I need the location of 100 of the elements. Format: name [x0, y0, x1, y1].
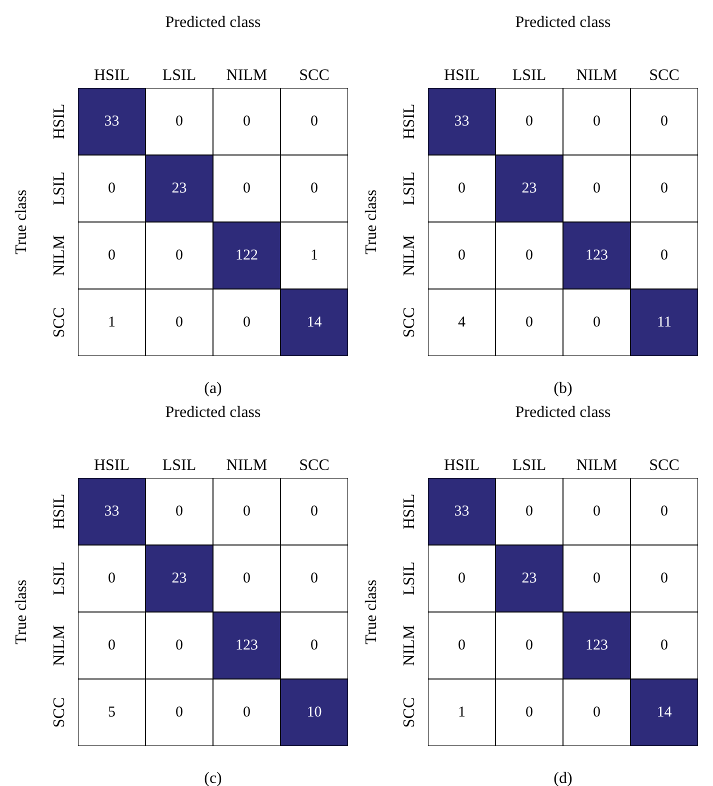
x-tick-label: LSIL [512, 457, 546, 474]
data-label: 0 [458, 180, 466, 196]
y-tick-label: NILM [401, 235, 418, 276]
y-axis-title: True class [12, 578, 31, 646]
y-tick-label: SCC [51, 307, 68, 338]
data-label: 0 [526, 504, 533, 520]
x-tick-label: LSIL [162, 457, 196, 474]
data-label: 0 [243, 504, 250, 520]
data-label: 10 [306, 704, 322, 720]
data-label: 4 [458, 314, 466, 330]
data-label: 23 [172, 180, 187, 196]
x-tick-label: NILM [576, 457, 618, 474]
x-tick-label: HSIL [94, 67, 130, 84]
data-label: 0 [176, 314, 183, 330]
data-label: 0 [660, 638, 668, 654]
x-tick-label: SCC [299, 457, 330, 474]
data-label: 0 [593, 114, 600, 130]
data-label: 11 [657, 314, 672, 330]
y-tick-label: LSIL [51, 172, 68, 206]
x-axis-title: Predicted class [164, 404, 262, 422]
y-tick-label: SCC [401, 307, 418, 338]
data-label: 0 [593, 570, 600, 586]
x-tick-label: SCC [649, 457, 680, 474]
data-label: 0 [660, 504, 668, 520]
data-label: 0 [526, 638, 533, 654]
data-label: 0 [458, 248, 466, 264]
y-axis-title: True class [362, 578, 381, 646]
data-label: 0 [243, 180, 250, 196]
data-label: 0 [526, 248, 533, 264]
y-axis-title: True class [12, 188, 31, 256]
data-label: 0 [310, 638, 318, 654]
y-axis-title: True class [362, 188, 381, 256]
data-label: 1 [310, 248, 318, 264]
data-label: 5 [108, 704, 116, 720]
x-tick-label: LSIL [512, 67, 546, 84]
data-label: 0 [593, 504, 600, 520]
data-label: 0 [108, 180, 116, 196]
data-label: 0 [243, 314, 250, 330]
y-tick-label: HSIL [401, 494, 418, 530]
y-tick-label: LSIL [401, 172, 418, 206]
data-label: 0 [660, 180, 668, 196]
data-label: 0 [176, 504, 183, 520]
data-label: 1 [458, 704, 466, 720]
data-label: 0 [108, 248, 116, 264]
data-label: 0 [310, 504, 318, 520]
x-tick-label: LSIL [162, 67, 196, 84]
data-label: 33 [104, 504, 120, 520]
y-tick-label: SCC [401, 697, 418, 728]
data-label: 23 [522, 570, 537, 586]
data-label: 0 [660, 248, 668, 264]
data-label: 0 [176, 248, 183, 264]
data-label: 0 [176, 638, 183, 654]
x-axis-title: Predicted class [514, 14, 612, 32]
text: (b) [552, 380, 574, 398]
data-label: 0 [526, 114, 533, 130]
data-label: 0 [310, 570, 318, 586]
data-label: 23 [172, 570, 187, 586]
data-label: 33 [454, 504, 470, 520]
data-label: 0 [458, 570, 466, 586]
data-label: 0 [660, 114, 668, 130]
y-tick-label: NILM [401, 625, 418, 666]
x-tick-label: HSIL [444, 67, 480, 84]
data-label: 0 [243, 570, 250, 586]
y-tick-label: SCC [51, 697, 68, 728]
data-label: 0 [593, 180, 600, 196]
data-label: 23 [522, 180, 537, 196]
data-label: 0 [176, 114, 183, 130]
data-label: 0 [310, 180, 318, 196]
data-label: 0 [526, 314, 533, 330]
data-label: 0 [660, 570, 668, 586]
data-label: 33 [104, 114, 120, 130]
y-tick-label: LSIL [401, 562, 418, 596]
y-tick-label: NILM [51, 625, 68, 666]
data-label: 14 [656, 704, 672, 720]
x-tick-label: NILM [576, 67, 618, 84]
data-label: 1 [108, 314, 116, 330]
data-label: 123 [236, 638, 258, 654]
x-axis-title: Predicted class [164, 14, 262, 32]
x-tick-label: NILM [226, 457, 268, 474]
data-label: 0 [593, 704, 600, 720]
x-tick-label: HSIL [94, 457, 130, 474]
data-label: 122 [236, 248, 258, 264]
data-label: 14 [306, 314, 322, 330]
data-label: 0 [108, 570, 116, 586]
y-tick-label: NILM [51, 235, 68, 276]
data-label: 33 [454, 114, 470, 130]
y-tick-label: HSIL [51, 104, 68, 140]
y-tick-label: LSIL [51, 562, 68, 596]
data-label: 0 [243, 114, 250, 130]
data-label: 123 [586, 248, 608, 264]
data-label: 0 [458, 638, 466, 654]
y-tick-label: HSIL [51, 494, 68, 530]
data-label: 123 [586, 638, 608, 654]
data-label: 0 [176, 704, 183, 720]
data-label: 0 [593, 314, 600, 330]
text: (a) [203, 380, 223, 398]
data-label: 0 [108, 638, 116, 654]
x-tick-label: NILM [226, 67, 268, 84]
data-label: 0 [243, 704, 250, 720]
x-axis-title: Predicted class [514, 404, 612, 422]
